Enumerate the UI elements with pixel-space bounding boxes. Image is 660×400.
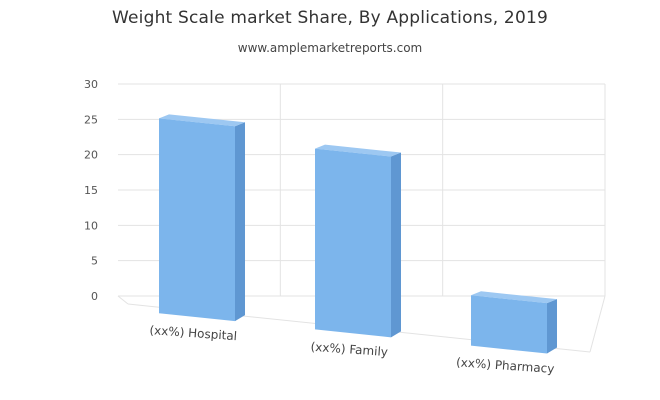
- y-tick-label: 30: [84, 78, 98, 91]
- bar: [159, 118, 235, 322]
- chart-subtitle: www.amplemarketreports.com: [237, 41, 423, 55]
- bar-side: [547, 299, 557, 354]
- x-category-label: (xx%) Pharmacy: [456, 355, 555, 376]
- bar-side: [235, 122, 245, 322]
- bar-top: [159, 114, 245, 127]
- x-category-label: (xx%) Family: [310, 340, 388, 359]
- bar: [315, 148, 391, 338]
- bar-top: [471, 291, 557, 304]
- bar: [471, 295, 547, 354]
- chart-title: Weight Scale market Share, By Applicatio…: [111, 8, 548, 28]
- y-tick-label: 25: [84, 113, 98, 126]
- y-tick-label: 20: [84, 149, 98, 162]
- bar-side: [391, 152, 401, 338]
- floor-edge-left: [117, 295, 129, 305]
- floor-edge-right: [589, 295, 606, 353]
- y-tick-label: 10: [84, 219, 98, 232]
- y-tick-label: 15: [84, 184, 98, 197]
- x-category-label: (xx%) Hospital: [149, 323, 238, 343]
- y-tick-label: 0: [91, 290, 98, 303]
- bar-top: [315, 144, 401, 157]
- y-tick-label: 5: [91, 255, 98, 268]
